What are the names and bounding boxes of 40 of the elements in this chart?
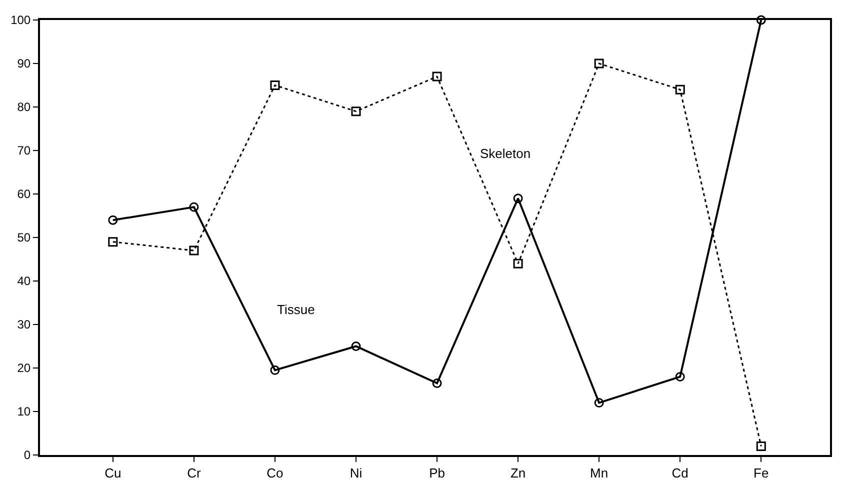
series-label: Tissue (277, 302, 315, 317)
point (675, 372, 685, 382)
point (594, 58, 604, 68)
y-tick-label: 90 (17, 56, 31, 71)
x-tick-label: Zn (510, 466, 526, 481)
x-tick-label: Mn (590, 466, 608, 481)
point (189, 202, 199, 212)
series-label: Skeleton (480, 146, 531, 161)
y-tick-label: 40 (17, 274, 31, 288)
x-tick-label: Ni (350, 466, 362, 481)
point (108, 215, 118, 225)
point (189, 246, 199, 256)
x-tick-label: Cu (104, 466, 122, 481)
point (432, 378, 442, 388)
point (351, 342, 361, 351)
y-tick-label: 20 (17, 361, 31, 376)
x-tick-label: Fe (754, 466, 769, 481)
point (513, 258, 523, 268)
x-tick-label: Cr (187, 466, 202, 481)
point (108, 237, 118, 247)
point (270, 365, 280, 375)
y-tick-label: 80 (17, 100, 31, 114)
x-tick-label: Co (266, 466, 284, 481)
y-tick-label: 100 (10, 13, 31, 28)
point (513, 194, 523, 204)
x-tick-label: Cd (672, 466, 688, 481)
point (351, 106, 361, 116)
y-tick-label: 70 (17, 144, 31, 158)
y-tick-label: 0 (24, 448, 31, 462)
y-tick-label: 60 (17, 187, 31, 202)
y-tick-label: 50 (17, 230, 31, 245)
point (594, 398, 604, 408)
point (432, 72, 442, 82)
point (756, 15, 766, 25)
y-tick-label: 30 (17, 318, 31, 332)
point (675, 84, 685, 94)
point (270, 80, 280, 90)
point (756, 442, 766, 452)
y-tick-label: 10 (17, 404, 31, 419)
x-tick-label: Pb (429, 466, 445, 481)
